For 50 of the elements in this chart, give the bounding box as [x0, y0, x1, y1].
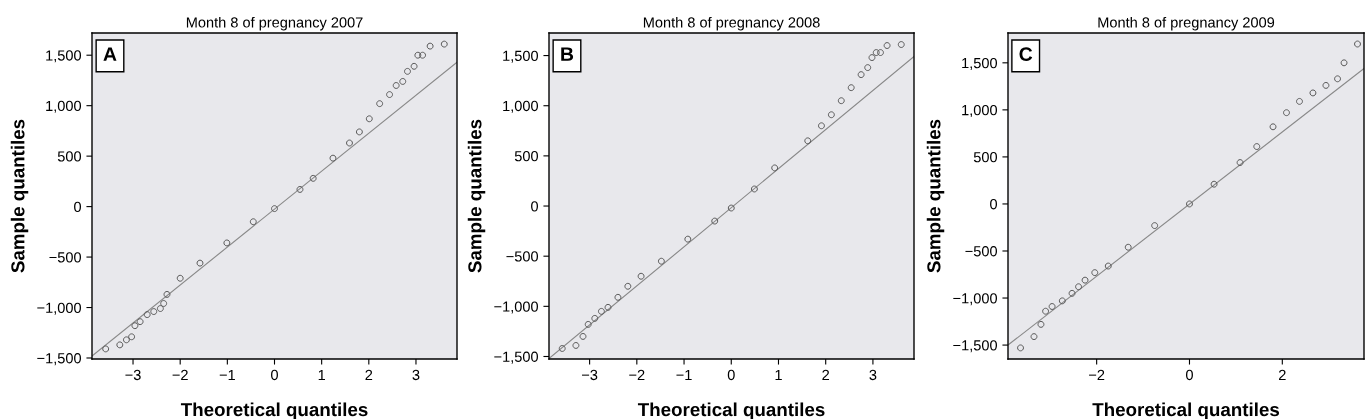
- y-tick-label: −1,500: [37, 353, 82, 366]
- y-tick-label: 1,000: [503, 100, 539, 113]
- y-tick-label: 500: [57, 151, 82, 162]
- x-tick-label: −3: [125, 369, 141, 381]
- annotation: A: [103, 47, 117, 61]
- annotation: C: [1019, 47, 1033, 62]
- y-tick-label: 1,500: [962, 57, 998, 70]
- y-tick-label: −500: [965, 246, 998, 257]
- y-tick-label: −500: [506, 251, 539, 262]
- x-tick-label: −3: [582, 369, 598, 381]
- chart-title: Month 8 of pregnancy 2007: [186, 16, 363, 31]
- y-tick-label: 500: [514, 150, 539, 162]
- y-tick-label: 1,000: [46, 100, 82, 113]
- x-tick-label: 2: [365, 369, 373, 380]
- y-tick-label: 0: [531, 201, 539, 212]
- y-tick-label: −500: [49, 252, 82, 263]
- x-axis-title: Theoretical quantiles: [1092, 402, 1280, 419]
- y-tick-label: −1,000: [37, 302, 82, 315]
- y-tick-label: −1,000: [494, 301, 539, 314]
- y-tick-label: 1,500: [46, 50, 82, 63]
- x-tick-label: 0: [1186, 369, 1193, 381]
- x-tick-label: −1: [676, 369, 692, 380]
- x-tick-label: −2: [629, 369, 645, 380]
- y-tick-label: 0: [990, 199, 998, 210]
- y-axis-title: Sample quantiles: [467, 119, 486, 273]
- x-tick-label: 0: [271, 369, 278, 381]
- y-tick-label: −1,000: [953, 293, 998, 306]
- x-tick-label: 1: [775, 369, 782, 380]
- x-tick-label: −1: [219, 369, 235, 380]
- annotation: B: [561, 47, 574, 61]
- x-tick-label: 3: [412, 369, 420, 381]
- y-axis-title: Sample quantiles: [10, 119, 29, 273]
- x-tick-label: 1: [318, 369, 325, 380]
- x-tick-label: 2: [1278, 369, 1286, 380]
- y-tick-label: 1,000: [962, 104, 998, 118]
- y-axis-title: Sample quantiles: [926, 119, 945, 273]
- x-tick-label: 3: [869, 369, 877, 381]
- x-tick-label: −2: [1089, 369, 1105, 380]
- y-tick-label: 0: [74, 201, 82, 213]
- x-axis-title: Theoretical quantiles: [180, 402, 368, 419]
- y-tick-label: −1,500: [494, 351, 539, 364]
- y-tick-label: 500: [973, 152, 998, 163]
- x-axis-title: Theoretical quantiles: [637, 402, 825, 419]
- x-tick-label: −2: [172, 369, 188, 380]
- y-tick-label: −1,500: [953, 340, 998, 353]
- chart-title: Month 8 of pregnancy 2009: [1098, 16, 1275, 31]
- x-tick-label: 2: [822, 369, 830, 380]
- y-tick-label: 1,500: [503, 50, 539, 63]
- chart-title: Month 8 of pregnancy 2008: [643, 16, 820, 31]
- x-tick-label: 0: [727, 369, 735, 381]
